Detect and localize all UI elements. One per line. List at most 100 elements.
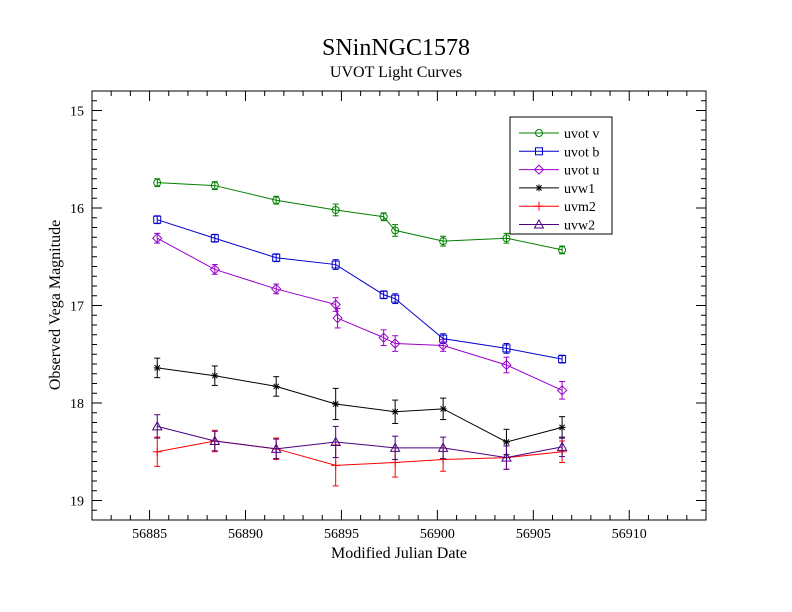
- data-point: [379, 212, 388, 221]
- data-point: [153, 364, 161, 372]
- y-tick-label: 16: [70, 202, 84, 217]
- marker-stroke: [211, 372, 218, 379]
- data-point: [331, 205, 340, 214]
- legend-item: uvot b: [519, 145, 599, 160]
- y-tick-label: 15: [70, 105, 84, 120]
- data-point: [210, 181, 219, 190]
- data-point: [558, 355, 567, 364]
- data-point: [272, 382, 280, 390]
- legend-marker: [533, 164, 545, 175]
- data-point: [332, 400, 340, 408]
- marker-stroke: [440, 405, 447, 412]
- x-tick-label: 56905: [516, 527, 551, 542]
- data-point: [389, 338, 401, 349]
- legend-item: uvm2: [519, 200, 596, 215]
- marker-stroke: [536, 184, 542, 191]
- marker-stroke: [559, 424, 566, 431]
- data-point: [558, 245, 567, 254]
- legend-label: uvot v: [564, 127, 599, 142]
- x-tick-label: 56900: [420, 527, 455, 542]
- legend-item: uvw1: [519, 182, 595, 197]
- data-point: [332, 312, 343, 324]
- x-tick-label: 56885: [132, 527, 167, 542]
- data-point: [270, 443, 282, 453]
- plot-frame: [91, 90, 707, 521]
- data-point: [153, 178, 162, 187]
- legend-label: uvot b: [564, 145, 599, 160]
- marker-stroke: [503, 439, 510, 445]
- data-point: [272, 196, 281, 205]
- legend-label: uvm2: [564, 200, 596, 215]
- data-point: [272, 253, 281, 262]
- data-point: [391, 294, 400, 303]
- series-line: [156, 237, 563, 391]
- data-point: [331, 260, 340, 269]
- legend-marker: [535, 129, 543, 137]
- data-point: [556, 385, 568, 396]
- legend-item: uvw2: [519, 219, 595, 234]
- data-point: [379, 290, 388, 299]
- data-point: [502, 344, 511, 353]
- data-point: [389, 442, 401, 452]
- data-point: [391, 408, 399, 416]
- data-point: [502, 438, 510, 446]
- data-point: [391, 226, 400, 235]
- x-tick-label: 56910: [612, 527, 647, 542]
- series-layer: [151, 178, 568, 487]
- series-uvw1: [153, 357, 566, 456]
- legend-label: uvot u: [564, 164, 599, 179]
- data-point: [152, 447, 162, 457]
- legend-label: uvw1: [564, 182, 595, 197]
- data-point: [439, 237, 448, 246]
- data-point: [556, 441, 568, 451]
- legend-label: uvw2: [564, 219, 595, 234]
- y-tick-label: 17: [70, 300, 84, 315]
- data-point: [502, 234, 511, 243]
- marker-stroke: [273, 383, 280, 390]
- data-point: [151, 420, 163, 431]
- legend: uvot v uvot b uvot u uvw1 uvm2 uvw2: [509, 116, 613, 235]
- y-axis-label: Observed Vega Magnitude: [47, 220, 64, 390]
- x-axis-label: Modified Julian Date: [331, 545, 467, 562]
- legend-item: uvot v: [519, 127, 599, 142]
- legend-marker: [534, 201, 544, 211]
- series-uvot-b: [153, 215, 567, 364]
- data-point: [501, 359, 512, 371]
- data-point: [210, 234, 219, 243]
- y-tick-label: 18: [70, 397, 84, 412]
- data-point: [330, 436, 342, 446]
- marker-stroke: [392, 408, 399, 415]
- legend-box: [509, 116, 613, 235]
- x-axis: 56885 56890 56895 56900 56905 56910: [91, 91, 707, 542]
- series-uvot-v: [153, 178, 567, 255]
- series-uvot-u: [152, 232, 568, 400]
- series-line: [157, 367, 563, 443]
- data-point: [378, 332, 389, 343]
- legend-marker: [535, 184, 543, 192]
- data-point: [330, 299, 341, 310]
- legend-marker: [535, 147, 543, 156]
- series-uvw2: [151, 414, 568, 470]
- chart-subtitle: UVOT Light Curves: [330, 64, 462, 81]
- data-point: [437, 340, 449, 351]
- chart-title: SNinNGC1578: [322, 35, 470, 61]
- y-axis: 15 16 17 18 19: [70, 100, 706, 511]
- x-tick-label: 56890: [228, 527, 263, 542]
- data-point: [437, 442, 449, 452]
- marker-stroke: [332, 400, 339, 407]
- data-point: [331, 460, 341, 470]
- data-point: [270, 283, 282, 295]
- data-point: [501, 452, 512, 462]
- data-point: [558, 423, 566, 431]
- legend-marker: [533, 218, 545, 229]
- data-point: [209, 264, 221, 275]
- marker-stroke: [154, 364, 161, 371]
- data-point: [153, 215, 162, 224]
- data-point: [152, 233, 163, 244]
- x-tick-label: 56895: [324, 527, 359, 542]
- data-point: [211, 372, 219, 380]
- y-tick-label: 19: [70, 495, 84, 510]
- data-point: [439, 405, 447, 413]
- data-point: [209, 435, 221, 446]
